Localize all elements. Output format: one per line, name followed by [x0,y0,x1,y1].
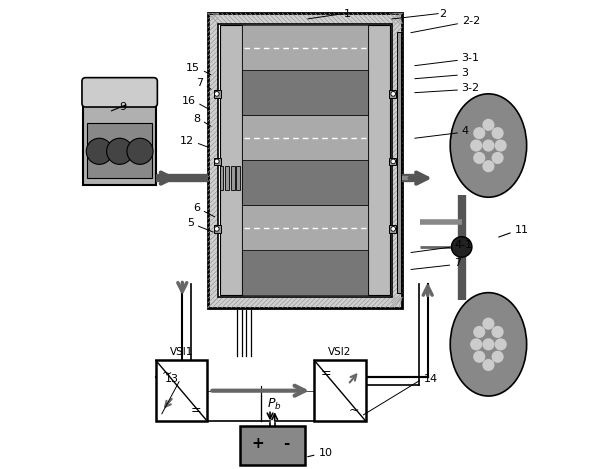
Text: 7: 7 [454,258,461,268]
Circle shape [215,91,219,96]
Text: 3-1: 3-1 [462,53,479,63]
Circle shape [391,91,395,96]
Bar [242,25,368,70]
Text: =: = [190,404,201,417]
Text: 7: 7 [196,78,203,88]
Bar [214,90,221,98]
Bar [84,96,156,185]
Circle shape [483,139,495,151]
Bar [242,70,368,115]
Bar [242,115,368,160]
Circle shape [495,139,507,151]
Bar [214,158,221,165]
Circle shape [86,138,112,164]
Circle shape [451,237,472,257]
Bar [236,166,240,190]
Bar [242,160,368,205]
Text: 11: 11 [515,225,529,235]
Circle shape [127,138,153,164]
Circle shape [492,152,504,164]
Text: 1: 1 [343,9,351,19]
Bar [156,360,207,421]
Circle shape [473,152,486,164]
Circle shape [473,351,486,363]
Text: +: + [252,436,264,451]
Text: 2-2: 2-2 [462,16,480,26]
Bar [389,225,396,233]
Text: 4-1: 4-1 [454,240,472,250]
Circle shape [483,318,495,330]
Bar [87,123,152,178]
Ellipse shape [450,293,526,396]
Text: 5: 5 [187,218,194,228]
Circle shape [107,138,133,164]
Circle shape [473,326,486,338]
Bar [242,205,368,250]
Bar [220,166,223,190]
Circle shape [473,127,486,139]
Bar [389,90,396,98]
Circle shape [483,359,495,371]
Text: 8: 8 [193,113,200,124]
Circle shape [492,127,504,139]
Bar [225,166,229,190]
Circle shape [483,338,495,350]
FancyBboxPatch shape [82,78,157,107]
Text: VSI2: VSI2 [328,347,351,356]
Text: 12: 12 [180,136,194,145]
Circle shape [492,326,504,338]
Text: 15: 15 [186,63,200,73]
Bar [214,225,221,233]
Bar [314,360,365,421]
Bar [220,25,242,295]
Bar [368,25,390,295]
Text: 2: 2 [439,9,446,19]
Circle shape [470,139,483,151]
Circle shape [391,159,395,164]
Text: =: = [320,367,331,380]
Text: -: - [284,436,290,451]
Circle shape [215,227,219,231]
Circle shape [391,227,395,231]
Bar [208,13,402,308]
Circle shape [483,119,495,131]
Bar [242,250,368,295]
Circle shape [215,159,219,164]
Bar [397,32,401,293]
Text: $P_b$: $P_b$ [267,397,282,412]
Ellipse shape [450,94,526,197]
Circle shape [470,338,483,350]
Bar [240,426,305,465]
Text: 14: 14 [423,374,437,384]
Text: ~: ~ [349,404,359,417]
Text: 9: 9 [120,102,127,112]
Circle shape [495,338,507,350]
Bar [218,23,392,297]
Text: 4: 4 [462,126,469,136]
Text: 3: 3 [462,68,468,78]
Text: VSI1: VSI1 [170,347,193,356]
Text: 6: 6 [193,203,200,213]
Bar [231,166,234,190]
Text: 10: 10 [319,448,333,458]
Text: 3-2: 3-2 [462,83,480,93]
Circle shape [492,351,504,363]
Bar [389,158,396,165]
Circle shape [483,160,495,172]
Text: 16: 16 [182,96,196,106]
Text: ~: ~ [162,367,173,380]
Text: 13: 13 [165,374,179,384]
